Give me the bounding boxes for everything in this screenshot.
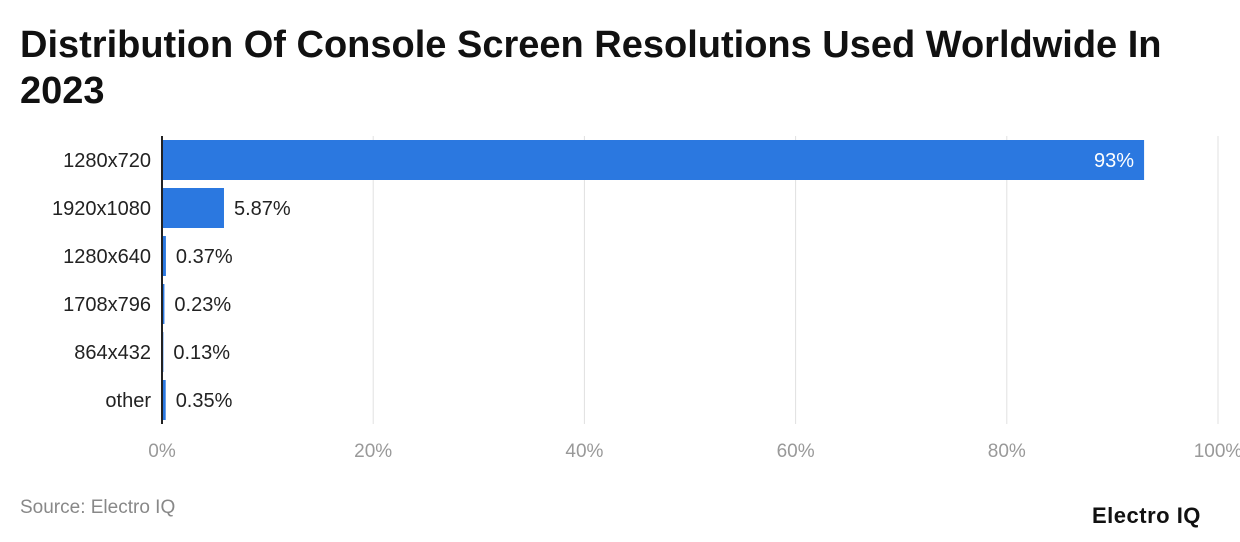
data-label: 0.23% [174,294,231,316]
x-tick-label: 60% [777,441,815,462]
data-label: 0.37% [176,246,233,268]
x-tick-label: 0% [148,441,176,462]
category-label: 1280x640 [63,246,151,268]
bar [162,380,166,420]
category-label: 1920x1080 [52,198,151,220]
x-tick-label: 80% [988,441,1026,462]
source-note: Source: Electro IQ [20,497,176,518]
data-label: 0.35% [176,390,233,412]
bar [162,284,165,324]
electro-iq-logo: Electro IQ [1092,503,1201,528]
bar [162,140,1145,180]
category-label: 864x432 [74,342,151,364]
category-label: 1280x720 [63,150,151,172]
data-label: 0.13% [173,342,230,364]
bar [162,188,224,228]
chart-title: Distribution Of Console Screen Resolutio… [20,24,1162,112]
x-tick-label: 40% [565,441,603,462]
data-label: 93% [1094,150,1134,172]
x-tick-label: 20% [354,441,392,462]
x-tick-label: 100% [1194,441,1240,462]
bar [162,236,166,276]
category-label: other [105,390,151,412]
category-label: 1708x796 [63,294,151,316]
data-label: 5.87% [234,198,291,220]
